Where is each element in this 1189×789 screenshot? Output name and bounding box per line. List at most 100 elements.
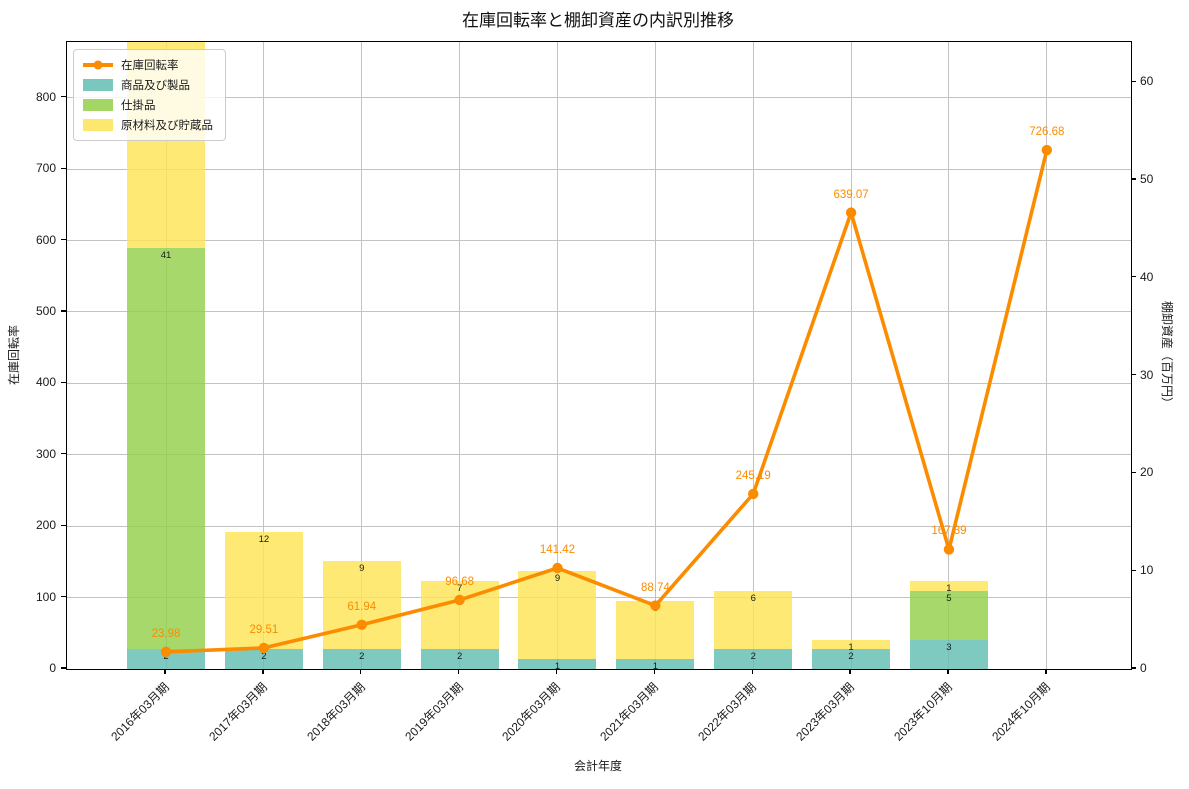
line-marker xyxy=(160,646,172,658)
y-left-tick-label: 300 xyxy=(35,446,56,461)
bar-segment-teal xyxy=(909,639,988,669)
y-left-tick-mark xyxy=(61,96,66,98)
legend-patch-teal xyxy=(83,79,113,91)
bar-segment-label: 9 xyxy=(554,573,561,585)
y-right-tick-mark xyxy=(1131,471,1136,474)
legend-line-sample xyxy=(83,60,113,70)
chart-title: 在庫回転率と棚卸資産の内訳別推移 xyxy=(462,11,734,30)
line-point-label: 639.07 xyxy=(833,188,869,201)
turnover-line-layer xyxy=(160,144,1053,658)
y-left-tick-label: 200 xyxy=(35,518,56,533)
y-right-tick-label: 20 xyxy=(1140,465,1154,480)
bar-segment-label: 3 xyxy=(946,641,952,653)
x-tick-mark xyxy=(751,669,753,674)
legend-patch-green xyxy=(83,99,113,111)
bar-segment-label: 1 xyxy=(554,661,561,670)
bar-segment-label: 5 xyxy=(946,592,952,604)
x-tick-mark xyxy=(653,669,656,674)
grid-line-horizontal xyxy=(67,240,1131,242)
line-point-label: 88.74 xyxy=(640,581,670,594)
y-left-tick-mark xyxy=(61,524,66,526)
bar-segment-yellow xyxy=(909,580,988,591)
legend-patch-yellow xyxy=(83,119,113,131)
x-tick-mark xyxy=(458,669,460,674)
bar-segment-yellow xyxy=(322,561,401,650)
y-right-axis-label: 棚卸資産（百万円） xyxy=(1160,300,1174,409)
y-right-tick-label: 10 xyxy=(1140,563,1154,578)
line-marker xyxy=(845,207,857,218)
y-left-tick-label: 0 xyxy=(49,661,56,675)
grid-line-horizontal xyxy=(67,382,1131,384)
grid-line-horizontal xyxy=(67,597,1131,599)
bar-segment-yellow xyxy=(812,639,891,650)
legend-item: 仕掛品 xyxy=(83,97,213,113)
y-left-tick-mark xyxy=(61,381,66,384)
grid-line-vertical xyxy=(948,42,950,669)
y-left-tick-mark xyxy=(61,453,66,455)
bar-segment-label: 2 xyxy=(359,651,365,663)
y-right-tick-mark xyxy=(1131,80,1136,82)
legend-label: 仕掛品 xyxy=(121,100,156,112)
bar-segment-label: 2 xyxy=(750,651,756,663)
bar-segment-label: 1 xyxy=(652,661,658,670)
bar-segment-label: 2 xyxy=(456,651,463,663)
grid-line-horizontal xyxy=(67,168,1131,170)
y-left-tick-mark xyxy=(61,238,66,241)
y-right-tick-label: 0 xyxy=(1140,661,1147,675)
bar-segment-green xyxy=(909,590,988,640)
grid-line-vertical xyxy=(263,42,265,669)
legend-label: 在庫回転率 xyxy=(121,60,179,72)
line-point-label: 167.39 xyxy=(931,525,967,538)
grid-line-horizontal xyxy=(67,525,1131,527)
grid-line-horizontal xyxy=(67,454,1131,456)
bar-segment-teal xyxy=(127,649,205,669)
line-marker xyxy=(454,594,465,606)
y-right-tick-mark xyxy=(1131,373,1136,376)
grid-line-horizontal xyxy=(67,97,1131,99)
y-right-tick-mark xyxy=(1131,178,1136,180)
grid-line-vertical xyxy=(556,42,558,669)
bar-segment-teal xyxy=(518,659,597,669)
grid-line-vertical xyxy=(459,42,461,669)
x-tick-mark xyxy=(262,669,264,674)
bar-segment-teal xyxy=(616,659,695,669)
bar-segment-green xyxy=(127,248,205,650)
plot-area: 24121229271916262135123.9829.5161.9496.6… xyxy=(66,41,1132,670)
y-left-tick-label: 600 xyxy=(35,232,56,247)
line-point-label: 29.51 xyxy=(249,623,279,636)
line-marker xyxy=(356,619,367,630)
grid-line-vertical xyxy=(850,42,852,669)
bar-segment-label: 9 xyxy=(359,563,365,575)
bar-segment-yellow xyxy=(224,532,303,650)
bar-segment-label: 1 xyxy=(848,641,854,653)
legend-label: 原材料及び貯蔵品 xyxy=(121,120,213,132)
line-point-label: 23.98 xyxy=(151,627,181,640)
y-left-tick-label: 500 xyxy=(35,303,56,318)
y-left-tick-mark xyxy=(61,310,66,312)
x-tick-mark xyxy=(164,669,166,674)
y-right-tick-mark xyxy=(1131,667,1136,669)
y-right-tick-mark xyxy=(1131,276,1136,278)
y-right-tick-label: 50 xyxy=(1140,171,1154,186)
line-point-label: 726.68 xyxy=(1029,126,1065,139)
bar-segment-label: 7 xyxy=(456,582,463,594)
x-tick-mark xyxy=(360,669,362,674)
line-marker xyxy=(650,600,661,611)
x-tick-mark xyxy=(1045,669,1047,674)
line-point-label: 61.94 xyxy=(347,600,377,613)
legend-item: 商品及び製品 xyxy=(83,77,213,93)
bar-segment-label: 1 xyxy=(946,582,952,594)
line-point-label: 245.19 xyxy=(735,469,771,482)
y-left-tick-label: 700 xyxy=(35,161,56,176)
y-left-tick-mark xyxy=(61,667,66,669)
line-point-label: 96.68 xyxy=(445,575,474,588)
bar-segment-teal xyxy=(812,649,891,669)
y-right-tick-label: 40 xyxy=(1140,269,1154,284)
bar-segment-label: 2 xyxy=(848,651,854,663)
bar-segment-label: 6 xyxy=(750,592,756,604)
legend: 在庫回転率商品及び製品仕掛品原材料及び貯蔵品 xyxy=(73,49,226,141)
bar-segment-yellow xyxy=(714,590,793,650)
y-right-tick-label: 30 xyxy=(1140,367,1154,382)
x-tick-mark xyxy=(947,669,949,674)
y-left-tick-label: 100 xyxy=(35,589,56,604)
